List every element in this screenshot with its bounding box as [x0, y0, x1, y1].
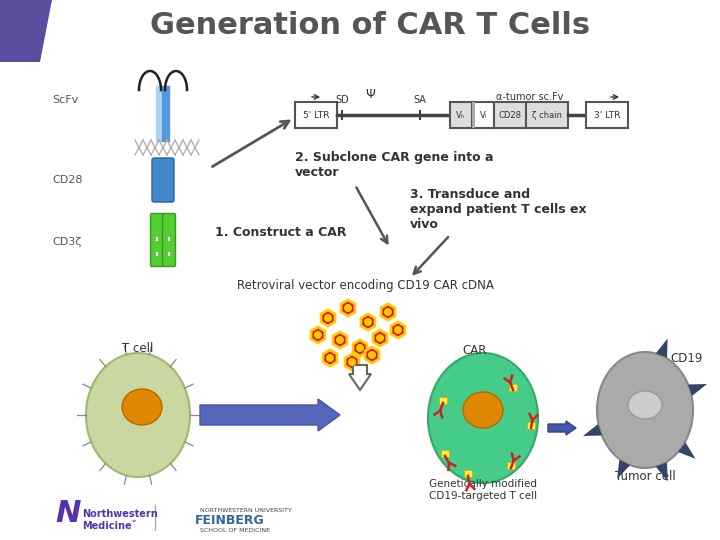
Polygon shape [373, 330, 387, 346]
FancyArrow shape [548, 421, 576, 435]
Circle shape [364, 318, 372, 326]
Text: Genetically modified
CD19-targeted T cell: Genetically modified CD19-targeted T cel… [429, 479, 537, 501]
Polygon shape [345, 354, 359, 370]
Bar [295, 102, 337, 128]
Text: CD3ζ: CD3ζ [52, 237, 81, 247]
Polygon shape [617, 460, 630, 479]
Text: Northwestern
Medicineˇ: Northwestern Medicineˇ [82, 509, 158, 531]
Circle shape [368, 351, 376, 359]
Bar [464, 470, 472, 477]
Bar [494, 102, 526, 128]
Text: N: N [55, 500, 81, 529]
Text: SA: SA [413, 95, 426, 105]
Text: SD: SD [335, 95, 349, 105]
Bar [527, 422, 535, 429]
Text: SCHOOL OF MEDICINE: SCHOOL OF MEDICINE [200, 528, 270, 532]
Bar [450, 102, 472, 128]
Polygon shape [311, 327, 325, 343]
Bar [472, 102, 475, 128]
Polygon shape [321, 310, 335, 326]
Text: Vₗ: Vₗ [480, 111, 487, 119]
Text: Ψ: Ψ [365, 89, 375, 102]
Circle shape [336, 336, 344, 344]
FancyArrow shape [200, 399, 340, 431]
Ellipse shape [463, 392, 503, 428]
Polygon shape [656, 462, 667, 482]
Polygon shape [333, 332, 347, 348]
Ellipse shape [628, 391, 662, 419]
Circle shape [376, 334, 384, 342]
Text: ζ chain: ζ chain [532, 111, 562, 119]
Polygon shape [361, 314, 375, 330]
Polygon shape [353, 340, 367, 356]
Text: Tumor cell: Tumor cell [615, 469, 675, 483]
Text: NORTHWESTERN UNIVERSITY: NORTHWESTERN UNIVERSITY [200, 508, 292, 512]
Circle shape [384, 308, 392, 316]
Ellipse shape [86, 353, 190, 477]
Text: 3' LTR: 3' LTR [594, 111, 620, 119]
Ellipse shape [428, 353, 538, 483]
Text: ScFv: ScFv [52, 95, 78, 105]
Bar [439, 397, 447, 404]
Circle shape [324, 314, 332, 322]
Text: CD28: CD28 [498, 111, 521, 119]
Text: Retroviral vector encoding CD19 CAR cDNA: Retroviral vector encoding CD19 CAR cDNA [237, 279, 493, 292]
Ellipse shape [122, 389, 162, 425]
Bar [507, 462, 515, 469]
Circle shape [326, 354, 334, 362]
Text: CD19: CD19 [670, 352, 703, 365]
FancyBboxPatch shape [152, 158, 174, 202]
Polygon shape [678, 443, 696, 459]
Polygon shape [381, 304, 395, 320]
Text: 2. Subclone CAR gene into a
vector: 2. Subclone CAR gene into a vector [295, 151, 493, 179]
Polygon shape [688, 384, 707, 396]
Text: CAR: CAR [463, 343, 487, 356]
Circle shape [344, 304, 352, 312]
Text: α-tumor sc.Fv: α-tumor sc.Fv [496, 92, 564, 102]
FancyBboxPatch shape [150, 213, 163, 267]
Polygon shape [0, 0, 52, 62]
FancyArrow shape [349, 365, 371, 390]
Text: CD28: CD28 [52, 175, 83, 185]
Ellipse shape [597, 352, 693, 468]
Polygon shape [656, 339, 667, 357]
Bar [526, 102, 568, 128]
Circle shape [314, 331, 322, 339]
Polygon shape [341, 300, 355, 316]
Polygon shape [365, 347, 379, 363]
Bar [472, 102, 494, 128]
Circle shape [348, 358, 356, 366]
Text: FEINBERG: FEINBERG [195, 514, 265, 526]
Text: T cell: T cell [122, 341, 153, 354]
Circle shape [394, 326, 402, 334]
Text: 3. Transduce and
expand patient T cells ex
vivo: 3. Transduce and expand patient T cells … [410, 188, 587, 232]
Text: 5' LTR: 5' LTR [302, 111, 329, 119]
Bar [441, 450, 449, 457]
Text: Vₕ: Vₕ [456, 111, 466, 119]
Circle shape [356, 344, 364, 352]
Bar [509, 384, 517, 391]
Text: Generation of CAR T Cells: Generation of CAR T Cells [150, 10, 590, 39]
Polygon shape [323, 350, 337, 366]
Bar [586, 102, 628, 128]
Polygon shape [583, 424, 602, 436]
FancyBboxPatch shape [163, 213, 176, 267]
Text: 1. Construct a CAR: 1. Construct a CAR [215, 226, 346, 240]
Polygon shape [391, 322, 405, 338]
